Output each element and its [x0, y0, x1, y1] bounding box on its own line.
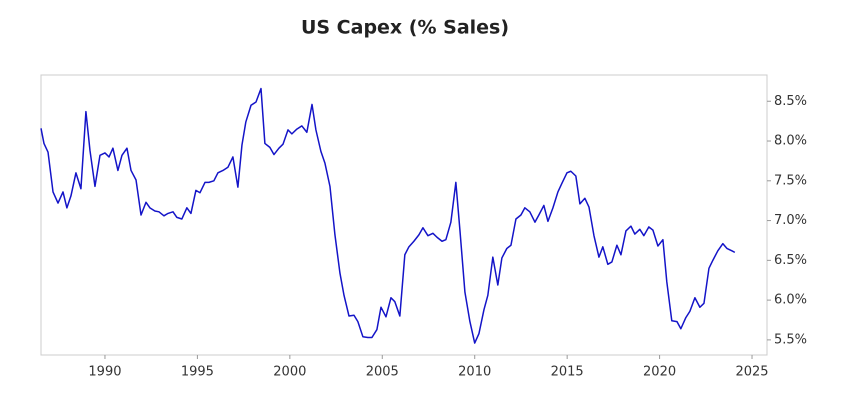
x-tick-label: 1995: [181, 365, 214, 380]
y-tick-label: 5.5%: [774, 332, 807, 347]
x-tick-label: 2005: [366, 365, 399, 380]
data-line: [40, 87, 736, 344]
y-tick-label: 6.5%: [774, 253, 807, 268]
x-tick-label: 2000: [273, 365, 306, 380]
y-tick-label: 6.0%: [774, 293, 807, 308]
y-tick-label: 8.5%: [774, 94, 807, 109]
plot-frame: [40, 74, 768, 356]
x-tick-label: 1990: [88, 365, 121, 380]
x-tick-label: 2025: [735, 365, 768, 380]
y-tick-label: 7.5%: [774, 173, 807, 188]
x-tick-label: 2010: [458, 365, 491, 380]
x-tick-label: 2015: [551, 365, 584, 380]
x-tick-label: 2020: [643, 365, 676, 380]
chart-title: US Capex (% Sales): [301, 17, 509, 39]
y-tick-label: 8.0%: [774, 134, 807, 149]
y-tick-label: 7.0%: [774, 213, 807, 228]
